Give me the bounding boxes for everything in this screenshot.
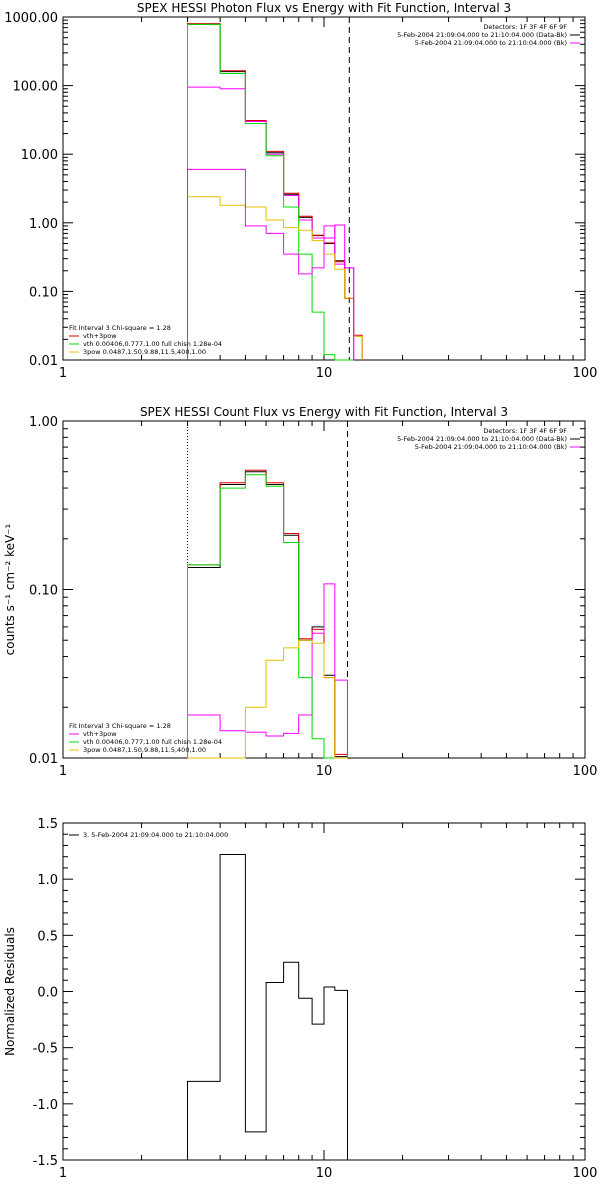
legend-entry: Detectors: 1F 3F 4F 6F 9F xyxy=(483,23,567,31)
y-tick-label: 100.00 xyxy=(13,80,59,95)
chart-title: SPEX HESSI Photon Flux vs Energy with Fi… xyxy=(137,1,511,15)
plot-frame xyxy=(62,16,586,361)
series-2-line xyxy=(187,23,363,360)
legend-entry: 5-Feb-2004 21:09:04.000 to 21:10:04.000 … xyxy=(415,443,567,451)
y-tick-label: 0.01 xyxy=(29,354,58,369)
series-1-line xyxy=(187,471,348,758)
x-tick-label: 1 xyxy=(59,366,67,381)
x-tick-label: 100 xyxy=(573,1166,598,1181)
x-tick-label: 10 xyxy=(316,764,333,779)
x-tick-label: 1 xyxy=(59,1166,67,1181)
legend-entry: Detectors: 1F 3F 4F 6F 9F xyxy=(483,427,567,435)
y-tick-label: -1.0 xyxy=(33,1098,58,1113)
y-tick-label: 1.5 xyxy=(37,817,58,832)
y-tick-label: -1.5 xyxy=(33,1154,58,1169)
y-tick-label: 1.00 xyxy=(29,217,58,232)
series-4-line xyxy=(187,23,354,361)
legend-entry: vth 0.00406,0.777,1.00 full chisn 1.28e-… xyxy=(83,738,222,746)
y-tick-label: 1000.00 xyxy=(4,11,58,26)
series-1-line xyxy=(187,23,363,360)
y-axis-label: counts s⁻¹ cm⁻² keV⁻¹ xyxy=(3,523,17,655)
legend-entry: vth+3pow xyxy=(83,730,117,738)
legend-entry: 3pow 0.0487,1.50,9.88,11.5,400,1.00 xyxy=(83,348,206,356)
legend-header: Fit Interval 3 Chi-square = 1.28 xyxy=(69,324,171,332)
legend-entry: 5-Feb-2004 21:09:04.000 to 21:10:04.000 … xyxy=(415,39,567,47)
series-3-line xyxy=(187,86,355,360)
chart-title: SPEX HESSI Count Flux vs Energy with Fit… xyxy=(140,405,508,419)
x-tick-label: 10 xyxy=(316,366,333,381)
x-tick-label: 100 xyxy=(573,764,598,779)
series-6-line xyxy=(187,168,355,360)
x-tick-label: 1 xyxy=(59,764,67,779)
y-tick-label: 0.5 xyxy=(37,929,58,944)
legend-entry: 3. 5-Feb-2004 21:09:04.000 to 21:10:04.0… xyxy=(83,831,228,839)
y-tick-label: 0.01 xyxy=(29,752,58,767)
legend-entry: vth+3pow xyxy=(83,332,117,340)
x-tick-label: 10 xyxy=(316,1166,333,1181)
x-tick-label: 100 xyxy=(573,366,598,381)
series-5-line xyxy=(187,196,363,360)
legend-header: Fit Interval 3 Chi-square = 1.28 xyxy=(69,722,171,730)
legend-entry: 3pow 0.0487,1.50,9.88,11.5,400,1.00 xyxy=(83,746,206,754)
y-tick-label: 0.0 xyxy=(37,986,58,1001)
legend-entry: 5-Feb-2004 21:09:04.000 to 21:10:04.000 … xyxy=(397,31,567,39)
series-4-line xyxy=(187,474,348,759)
y-tick-label: 0.10 xyxy=(29,584,58,599)
series-1-line xyxy=(187,854,348,1160)
y-tick-label: 0.10 xyxy=(29,285,58,300)
series-3-line xyxy=(187,583,348,758)
panel-2: SPEX HESSI Count Flux vs Energy with Fit… xyxy=(3,405,597,779)
y-tick-label: -0.5 xyxy=(33,1042,58,1057)
series-5-line xyxy=(187,639,348,759)
y-tick-label: 10.00 xyxy=(21,148,58,163)
y-axis-label: Normalized Residuals xyxy=(3,927,17,1056)
panel-1: SPEX HESSI Photon Flux vs Energy with Fi… xyxy=(4,1,597,381)
panel-3: Normalized Residuals 1 10 100 -1.5 -1.0 -0.5 0.… xyxy=(3,817,597,1181)
y-tick-label: 1.0 xyxy=(37,873,58,888)
y-tick-label: 1.00 xyxy=(29,415,58,430)
legend-entry: vth 0.00406,0.777,1.00 full chisn 1.28e-… xyxy=(83,340,222,348)
legend-entry: 5-Feb-2004 21:09:04.000 to 21:10:04.000 … xyxy=(397,435,567,443)
